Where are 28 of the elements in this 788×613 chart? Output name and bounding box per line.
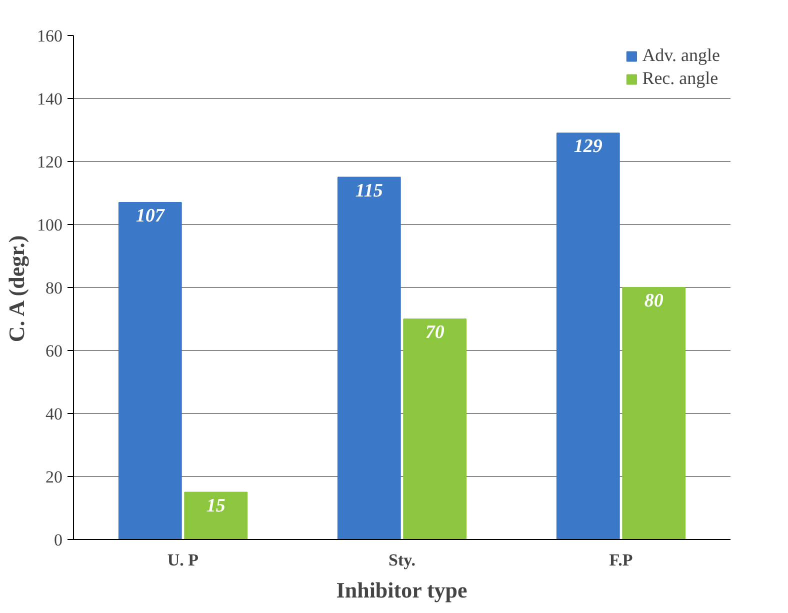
y-tick-label: 120 xyxy=(37,152,62,172)
y-tick-label: 140 xyxy=(37,90,62,108)
bar xyxy=(403,318,467,540)
y-tick-label: 40 xyxy=(46,404,62,424)
bar xyxy=(184,492,248,540)
y-tick-label: 160 xyxy=(37,26,62,46)
y-axis-title: C. A (degr.) xyxy=(4,235,29,342)
data-label: 129 xyxy=(574,136,603,158)
y-tick-label: 100 xyxy=(37,216,62,234)
y-tick-label: 60 xyxy=(46,342,62,360)
x-tick-label: F.P xyxy=(609,550,633,570)
data-label: 80 xyxy=(644,290,664,312)
data-label: 70 xyxy=(425,322,445,343)
y-tick-label: 80 xyxy=(46,278,62,298)
data-label: 15 xyxy=(206,495,226,516)
bar xyxy=(622,287,686,540)
bar xyxy=(556,132,620,540)
data-label: 107 xyxy=(136,205,166,226)
bar xyxy=(337,176,401,540)
bar xyxy=(118,202,182,540)
y-tick-label: 0 xyxy=(54,530,62,550)
data-label: 115 xyxy=(355,180,384,202)
x-tick-label: Sty. xyxy=(388,550,416,570)
x-axis-title: Inhibitor type xyxy=(336,578,468,602)
legend-label: Adv. angle xyxy=(642,45,720,66)
y-tick-label: 20 xyxy=(46,468,62,486)
legend-label: Rec. angle xyxy=(642,68,718,89)
x-tick-label: U. P xyxy=(167,550,199,570)
